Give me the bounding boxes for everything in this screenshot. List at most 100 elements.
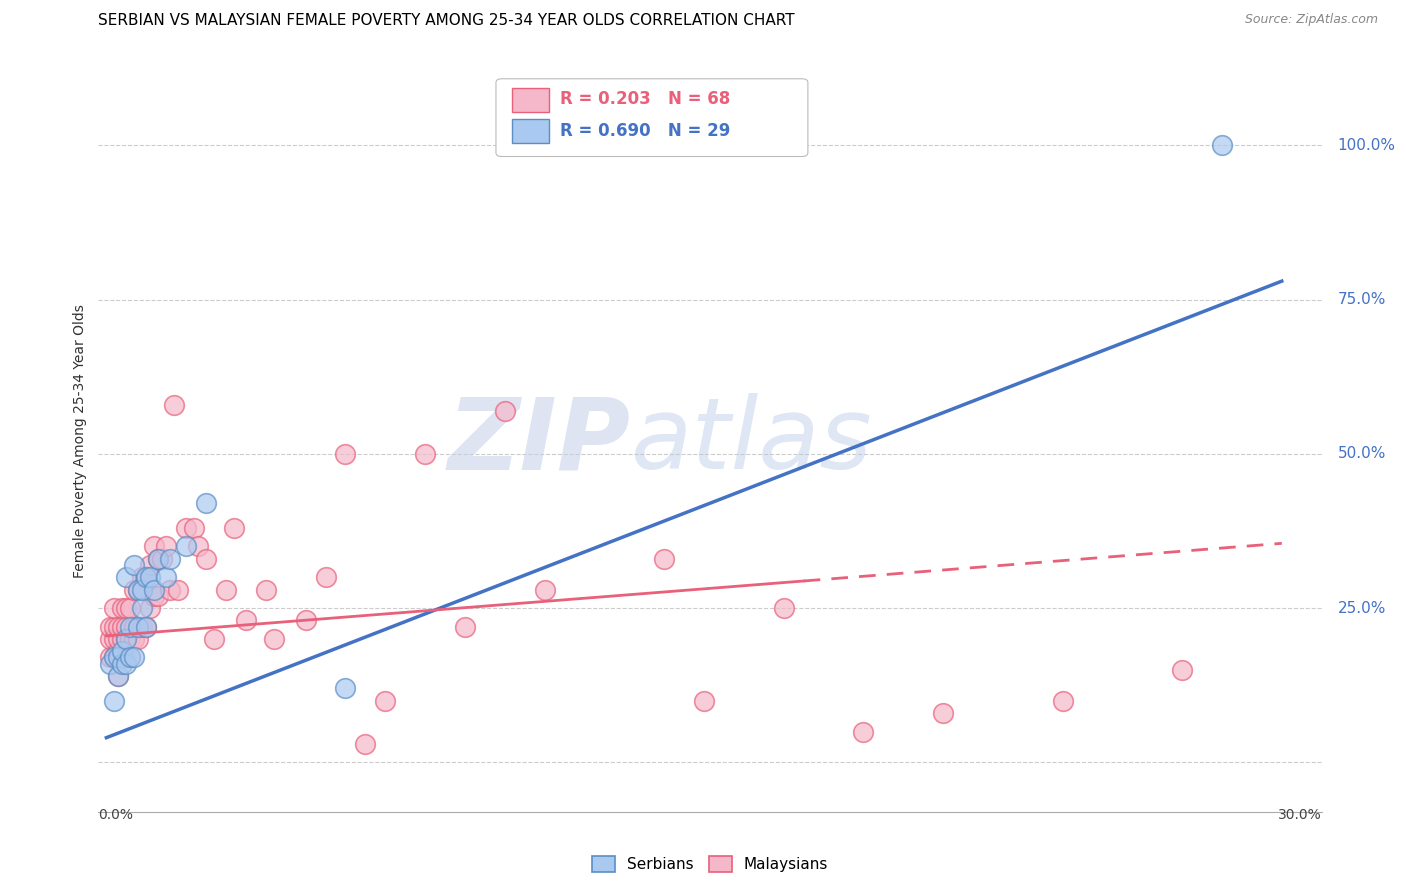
Point xyxy=(131,601,153,615)
Text: 50.0%: 50.0% xyxy=(1337,446,1386,461)
Point xyxy=(135,570,157,584)
Point xyxy=(115,657,138,671)
Point xyxy=(111,657,134,671)
Point xyxy=(100,632,122,646)
Point xyxy=(693,694,716,708)
Text: SERBIAN VS MALAYSIAN FEMALE POVERTY AMONG 25-34 YEAR OLDS CORRELATION CHART: SERBIAN VS MALAYSIAN FEMALE POVERTY AMON… xyxy=(98,13,794,29)
Point xyxy=(148,551,170,566)
Point xyxy=(494,403,516,417)
Point xyxy=(127,582,149,597)
Point xyxy=(124,558,146,572)
Point xyxy=(131,582,153,597)
Point xyxy=(852,724,875,739)
Point xyxy=(294,614,316,628)
Point xyxy=(235,614,257,628)
Point xyxy=(124,632,146,646)
Point xyxy=(107,619,129,633)
Text: 100.0%: 100.0% xyxy=(1337,138,1396,153)
FancyBboxPatch shape xyxy=(512,119,548,144)
Point xyxy=(115,632,138,646)
Point xyxy=(111,601,134,615)
Point xyxy=(135,570,157,584)
Point xyxy=(103,619,125,633)
Point xyxy=(1171,663,1194,677)
Point xyxy=(195,551,218,566)
Point xyxy=(139,570,162,584)
Point xyxy=(335,681,357,696)
Point xyxy=(135,619,157,633)
Point xyxy=(143,589,166,603)
Point xyxy=(111,650,134,665)
Point xyxy=(183,521,205,535)
Point xyxy=(187,540,209,554)
Text: 75.0%: 75.0% xyxy=(1337,293,1386,307)
Point xyxy=(174,521,197,535)
Point xyxy=(254,582,277,597)
Point xyxy=(107,632,129,646)
Point xyxy=(107,650,129,665)
Point xyxy=(111,632,134,646)
Point xyxy=(167,582,190,597)
Point xyxy=(454,619,477,633)
Point xyxy=(335,447,357,461)
Point xyxy=(159,582,181,597)
Point xyxy=(215,582,238,597)
Point xyxy=(107,644,129,658)
Point xyxy=(103,694,125,708)
Point xyxy=(202,632,225,646)
Point xyxy=(100,657,122,671)
Point xyxy=(222,521,245,535)
Text: atlas: atlas xyxy=(630,393,872,490)
FancyBboxPatch shape xyxy=(512,87,548,112)
Point xyxy=(315,570,337,584)
Point xyxy=(148,589,170,603)
Point xyxy=(131,570,153,584)
Point xyxy=(115,632,138,646)
Point xyxy=(120,601,142,615)
Point xyxy=(100,619,122,633)
Point xyxy=(100,650,122,665)
Point xyxy=(143,582,166,597)
Point xyxy=(374,694,396,708)
Point xyxy=(159,551,181,566)
Point xyxy=(103,632,125,646)
Point xyxy=(139,601,162,615)
Point xyxy=(127,619,149,633)
Point xyxy=(120,632,142,646)
Point xyxy=(103,601,125,615)
Point xyxy=(135,619,157,633)
Point xyxy=(139,558,162,572)
Text: 0.0%: 0.0% xyxy=(98,808,134,822)
Point xyxy=(107,669,129,683)
Point xyxy=(127,582,149,597)
Point xyxy=(174,540,197,554)
Point xyxy=(263,632,285,646)
Point xyxy=(155,570,177,584)
Point xyxy=(1211,138,1233,153)
Point xyxy=(115,570,138,584)
Text: R = 0.203   N = 68: R = 0.203 N = 68 xyxy=(560,90,730,109)
Point xyxy=(772,601,794,615)
Point xyxy=(163,398,186,412)
Point xyxy=(103,650,125,665)
Legend: Serbians, Malaysians: Serbians, Malaysians xyxy=(586,850,834,878)
Point xyxy=(354,737,377,751)
Y-axis label: Female Poverty Among 25-34 Year Olds: Female Poverty Among 25-34 Year Olds xyxy=(73,304,87,579)
Point xyxy=(111,644,134,658)
Point xyxy=(127,632,149,646)
Point xyxy=(103,650,125,665)
Point xyxy=(124,619,146,633)
Point xyxy=(1052,694,1074,708)
Point xyxy=(124,650,146,665)
Point xyxy=(115,601,138,615)
Text: Source: ZipAtlas.com: Source: ZipAtlas.com xyxy=(1244,13,1378,27)
Point xyxy=(111,619,134,633)
Point xyxy=(148,551,170,566)
Point xyxy=(932,706,955,720)
Text: 25.0%: 25.0% xyxy=(1337,600,1386,615)
Point xyxy=(107,669,129,683)
Point xyxy=(195,496,218,510)
Point xyxy=(155,540,177,554)
Point xyxy=(413,447,436,461)
Text: ZIP: ZIP xyxy=(447,393,630,490)
